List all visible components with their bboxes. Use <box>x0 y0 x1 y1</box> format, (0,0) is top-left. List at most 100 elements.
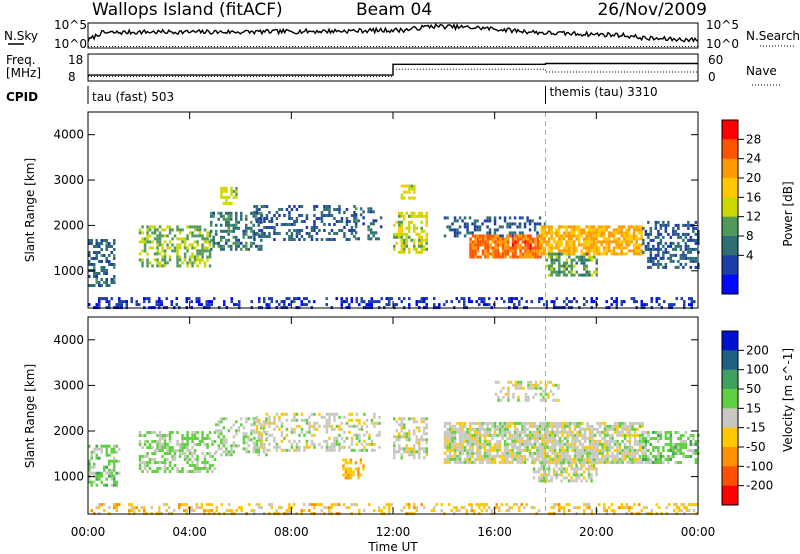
heatmap-cell <box>227 195 231 199</box>
colorbar-tick-label: -15 <box>746 421 766 435</box>
heatmap-cell <box>123 300 126 304</box>
heatmap-cell <box>555 258 558 262</box>
heatmap-cell <box>235 432 238 436</box>
heatmap-cell <box>345 297 348 301</box>
heatmap-cell <box>488 457 492 461</box>
heatmap-cell <box>373 412 376 416</box>
heatmap-cell <box>90 509 93 513</box>
heatmap-cell <box>163 440 167 443</box>
heatmap-cell <box>551 460 554 464</box>
heatmap-cell <box>318 412 321 416</box>
heatmap-cell <box>552 246 556 250</box>
heatmap-cell <box>350 412 354 416</box>
heatmap-cell <box>343 439 346 443</box>
heatmap-cell <box>240 217 243 221</box>
heatmap-cell <box>360 448 364 452</box>
heatmap-cell <box>514 255 517 259</box>
heatmap-cell <box>258 418 261 422</box>
heatmap-cell <box>480 297 483 301</box>
heatmap-cell <box>408 190 411 194</box>
heatmap-cell <box>488 228 492 232</box>
heatmap-cell <box>556 421 559 425</box>
heatmap-cell <box>468 421 472 425</box>
heatmap-cell <box>506 252 510 256</box>
heatmap-cell <box>270 217 274 220</box>
heatmap-cell <box>200 303 203 307</box>
heatmap-cell <box>483 448 487 452</box>
heatmap-cell <box>230 229 233 233</box>
heatmap-cell <box>418 300 421 304</box>
heatmap-cell <box>100 266 103 269</box>
heatmap-cell <box>636 442 639 446</box>
heatmap-cell <box>575 246 578 250</box>
heatmap-cell <box>603 436 607 440</box>
heatmap-cell <box>158 243 162 247</box>
heatmap-cell <box>433 509 436 513</box>
heatmap-cell <box>598 442 602 446</box>
heatmap-cell <box>652 437 655 440</box>
heatmap-cell <box>350 214 354 217</box>
heatmap-cell <box>400 232 403 236</box>
heatmap-cell <box>493 427 497 431</box>
heatmap-cell <box>689 238 693 242</box>
heatmap-cell <box>596 445 599 449</box>
heatmap-cell <box>220 211 223 215</box>
heatmap-cell <box>470 509 473 513</box>
heatmap-cell <box>552 237 556 241</box>
heatmap-cell <box>156 228 159 232</box>
heatmap-cell <box>203 249 207 253</box>
heatmap-cell <box>595 461 598 465</box>
heatmap-cell <box>110 459 113 463</box>
heatmap-cell <box>247 226 250 230</box>
heatmap-cell <box>511 231 514 235</box>
heatmap-cell <box>538 436 542 440</box>
heatmap-cell <box>659 232 663 236</box>
heatmap-cell <box>563 270 566 274</box>
heatmap-cell <box>469 243 472 247</box>
heatmap-cell <box>595 467 598 471</box>
heatmap-cell <box>398 214 401 218</box>
heatmap-cell <box>183 240 187 244</box>
heatmap-cell <box>353 229 356 232</box>
heatmap-cell <box>183 452 187 455</box>
heatmap-cell <box>506 454 509 458</box>
heatmap-cell <box>657 241 660 245</box>
heatmap-cell <box>345 223 349 226</box>
heatmap-cell <box>138 228 142 232</box>
heatmap-cell <box>413 238 416 242</box>
heatmap-cell <box>623 448 627 452</box>
heatmap-cell <box>181 452 184 455</box>
heatmap-cell <box>193 437 197 440</box>
cpid-panel: CPID tau (fast) 503 themis (tau) 3310 <box>6 85 658 104</box>
heatmap-cell <box>265 205 269 208</box>
heatmap-cell <box>664 265 668 269</box>
heatmap-cell <box>640 234 643 238</box>
heatmap-cell <box>571 436 574 440</box>
heatmap-cell <box>560 249 563 253</box>
heatmap-cell <box>611 445 614 449</box>
heatmap-cell <box>610 503 613 507</box>
heatmap-cell <box>378 506 381 510</box>
heatmap-cell <box>512 392 515 396</box>
heatmap-cell <box>499 252 502 256</box>
heatmap-cell <box>103 239 106 242</box>
heatmap-cell <box>518 303 521 307</box>
heatmap-cell <box>295 217 299 220</box>
heatmap-cell <box>616 445 619 449</box>
heatmap-cell <box>178 455 182 458</box>
heatmap-cell <box>556 427 559 431</box>
heatmap-cell <box>654 446 658 449</box>
heatmap-cell <box>313 433 316 437</box>
colorbar-tick-label: 15 <box>746 401 761 415</box>
heatmap-cell <box>303 503 306 507</box>
heatmap-cell <box>245 226 248 230</box>
heatmap-cell <box>468 427 472 431</box>
heatmap-cell <box>649 452 653 455</box>
heatmap-cell <box>163 264 167 268</box>
heatmap-cell <box>303 509 306 513</box>
heatmap-cell <box>225 238 228 242</box>
heatmap-cell <box>534 392 538 396</box>
heatmap-cell <box>630 234 633 238</box>
heatmap-cell <box>623 451 627 455</box>
heatmap-cell <box>684 455 688 458</box>
